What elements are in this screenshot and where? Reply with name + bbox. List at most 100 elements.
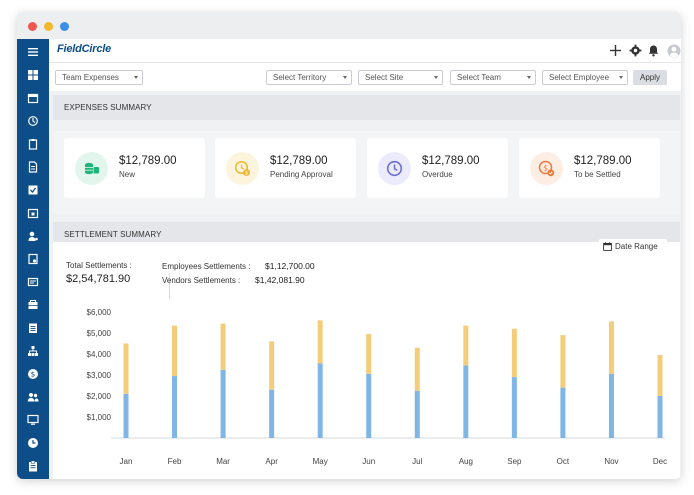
sidebar: $ <box>17 39 49 479</box>
expenses-summary-header: EXPENSES SUMMARY <box>53 95 680 120</box>
bar-segment-yellow <box>317 320 323 364</box>
card-label: Pending Approval <box>270 170 333 179</box>
chevron-down-icon <box>134 76 138 79</box>
bar-segment-blue <box>269 389 275 438</box>
bar-segment-blue <box>366 373 372 438</box>
calendar-icon[interactable] <box>27 92 39 104</box>
top-bar: FieldCircle <box>49 39 681 63</box>
reports-icon[interactable] <box>27 322 39 334</box>
bar-segment-blue <box>657 396 663 438</box>
bar-segment-yellow <box>123 343 129 394</box>
schedule-icon[interactable] <box>27 207 39 219</box>
card-label: Overdue <box>422 170 453 179</box>
bar-segment-blue <box>414 390 420 438</box>
y-tick-label: $5,000 <box>87 329 112 338</box>
add-icon[interactable] <box>609 44 622 57</box>
team-select[interactable]: Select Team <box>450 70 536 85</box>
card-new[interactable]: $12,789.00 New <box>64 138 205 198</box>
bar-segment-yellow <box>366 334 372 374</box>
x-tick-label: Nov <box>604 457 618 466</box>
window-titlebar <box>17 12 681 39</box>
card-to-be-settled[interactable]: $ $12,789.00 To be Settled <box>519 138 660 198</box>
vendors-settlements-value: $1,42,081.90 <box>255 275 305 285</box>
bar-segment-blue <box>172 376 178 438</box>
bar-segment-blue <box>560 387 566 438</box>
app-window: $ FieldCircle Team Expen <box>17 12 681 479</box>
technician-icon[interactable] <box>27 230 39 242</box>
inventory-icon[interactable] <box>27 299 39 311</box>
bar-segment-yellow <box>463 325 469 366</box>
site-placeholder: Select Site <box>365 73 404 82</box>
x-tick-label: Jun <box>362 457 375 466</box>
employees-settlements-value: $1,12,700.00 <box>265 261 315 271</box>
card-amount: $12,789.00 <box>270 155 328 167</box>
x-tick-label: Aug <box>459 457 473 466</box>
bar-segment-blue <box>123 393 129 438</box>
contract-icon[interactable] <box>27 276 39 288</box>
gear-icon[interactable] <box>629 44 642 57</box>
x-tick-label: Sep <box>507 457 522 466</box>
close-window-button[interactable] <box>28 22 37 31</box>
user-avatar-icon[interactable] <box>667 44 681 58</box>
employee-placeholder: Select Employee <box>549 73 610 82</box>
clipboard-icon[interactable] <box>27 460 39 472</box>
maximize-window-button[interactable] <box>60 22 69 31</box>
territory-select[interactable]: Select Territory <box>266 70 352 85</box>
y-tick-label: $2,000 <box>87 392 112 401</box>
x-tick-label: Feb <box>168 457 182 466</box>
brand-logo[interactable]: FieldCircle <box>57 43 112 55</box>
checklist-icon[interactable] <box>27 184 39 196</box>
dashboard-icon[interactable] <box>27 69 39 81</box>
total-settlements-value: $2,54,781.90 <box>66 273 131 285</box>
menu-icon[interactable] <box>27 46 39 58</box>
total-settlements-label: Total Settlements : <box>66 261 132 270</box>
bar-segment-yellow <box>511 328 517 378</box>
x-tick-label: May <box>313 457 328 466</box>
card-label: New <box>119 170 136 179</box>
card-overdue[interactable]: $12,789.00 Overdue <box>367 138 508 198</box>
team-placeholder: Select Team <box>457 73 501 82</box>
clock-coin-icon: $ <box>226 152 259 185</box>
filter-bar: Team Expenses Select Territory Select Si… <box>49 63 681 91</box>
x-tick-label: Dec <box>653 457 667 466</box>
x-tick-label: Mar <box>216 457 230 466</box>
monitor-icon[interactable] <box>27 414 39 426</box>
timesheet-icon[interactable] <box>27 437 39 449</box>
card-pending-approval[interactable]: $ $12,789.00 Pending Approval <box>215 138 356 198</box>
apply-button[interactable]: Apply <box>633 70 667 85</box>
quote-icon[interactable] <box>27 253 39 265</box>
users-icon[interactable] <box>27 391 39 403</box>
expenses-icon[interactable]: $ <box>27 368 39 380</box>
calendar-icon <box>603 242 612 251</box>
vendors-settlements-label: Vendors Settlements : <box>162 276 241 285</box>
bar-segment-blue <box>511 377 517 438</box>
y-tick-label: $3,000 <box>87 371 112 380</box>
invoice-icon[interactable] <box>27 161 39 173</box>
stats-divider <box>169 273 170 299</box>
chevron-down-icon <box>343 76 347 79</box>
work-order-icon[interactable] <box>27 138 39 150</box>
org-chart-icon[interactable] <box>27 345 39 357</box>
y-tick-label: $1,000 <box>87 413 112 422</box>
settlement-bar-chart: $1,000 $2,000 $3,000 $4,000 $5,000 $6,000 Jan F… <box>87 308 668 466</box>
x-tick-label: Oct <box>557 457 570 466</box>
notification-bell-icon[interactable] <box>647 44 660 57</box>
y-tick-label: $6,000 <box>87 308 112 317</box>
employees-settlements-label: Employees Settlements : <box>162 262 251 271</box>
minimize-window-button[interactable] <box>44 22 53 31</box>
employee-select[interactable]: Select Employee <box>542 70 628 85</box>
bar-segment-blue <box>220 369 226 438</box>
bar-segment-yellow <box>608 321 614 374</box>
bar-segment-blue <box>463 365 469 438</box>
bar-segment-yellow <box>560 335 566 388</box>
bar-segment-yellow <box>269 341 275 390</box>
bar-segment-yellow <box>220 323 226 370</box>
dispatch-icon[interactable] <box>27 115 39 127</box>
report-type-select[interactable]: Team Expenses <box>55 70 143 85</box>
bar-segment-blue <box>608 373 614 438</box>
bar-segment-blue <box>317 363 323 438</box>
site-select[interactable]: Select Site <box>358 70 443 85</box>
territory-placeholder: Select Territory <box>273 73 327 82</box>
date-range-button[interactable]: Date Range <box>599 239 667 255</box>
card-amount: $12,789.00 <box>119 155 177 167</box>
